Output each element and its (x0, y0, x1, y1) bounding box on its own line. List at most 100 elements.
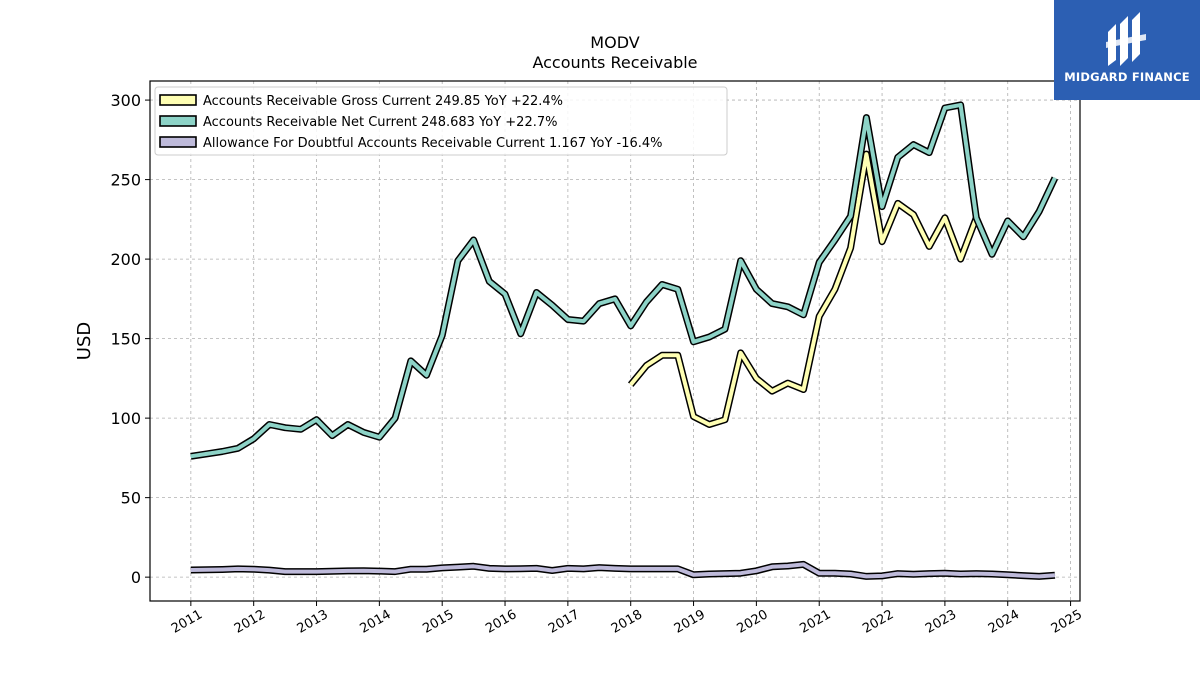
data-point (253, 568, 255, 570)
data-point (928, 245, 930, 247)
data-point (536, 292, 537, 293)
data-point (1007, 574, 1009, 576)
data-point (630, 325, 632, 327)
data-point (991, 573, 993, 575)
data-point (630, 568, 632, 570)
data-point (567, 567, 569, 569)
data-point (693, 574, 694, 576)
data-point (818, 572, 820, 574)
data-point (347, 570, 349, 572)
data-point (724, 328, 726, 330)
data-point (803, 563, 804, 565)
data-point (473, 565, 475, 567)
data-point (426, 374, 427, 376)
series-gross-current (627, 150, 980, 428)
data-point (331, 435, 333, 437)
x-tick-label: 2011 (169, 607, 205, 637)
data-point (881, 575, 883, 577)
data-point (206, 453, 208, 455)
data-point (331, 570, 333, 572)
legend-item-allowance-doubtful: Allowance For Doubtful Accounts Receivab… (159, 136, 663, 151)
x-tick-label: 2025 (1049, 607, 1085, 637)
legend-swatch (159, 94, 197, 106)
legend-item-gross-current: Accounts Receivable Gross Current 249.85… (159, 94, 563, 109)
data-point (708, 336, 710, 338)
data-point (237, 568, 239, 570)
data-point (284, 571, 286, 573)
y-tick-label: 50 (121, 489, 141, 508)
data-point (504, 293, 506, 295)
data-point (1022, 575, 1024, 577)
data-point (803, 389, 804, 390)
y-tick-label: 300 (110, 91, 141, 110)
series-line (190, 562, 1056, 579)
x-tick-label: 2014 (358, 607, 394, 637)
data-point (457, 566, 459, 568)
data-point (677, 288, 679, 290)
data-point (268, 569, 270, 571)
legend-label: Accounts Receivable Gross Current 249.85… (203, 94, 563, 109)
data-point (661, 284, 663, 285)
data-point (693, 341, 694, 343)
legend-swatch (159, 115, 197, 127)
data-point (724, 419, 726, 421)
legend-label: Accounts Receivable Net Current 248.683 … (203, 115, 558, 130)
data-point (913, 144, 914, 146)
data-point (944, 217, 946, 219)
data-point (771, 303, 773, 305)
data-point (975, 573, 977, 575)
data-point (316, 419, 317, 421)
data-point (928, 152, 930, 154)
series-line-outline (190, 101, 1059, 460)
y-tick-label: 0 (131, 568, 141, 587)
legend-box (154, 86, 728, 156)
data-point (897, 156, 899, 158)
midgard-finance-logo: MIDGARD FINANCE (1054, 0, 1200, 100)
data-point (426, 568, 427, 570)
data-point (300, 571, 302, 573)
data-point (850, 247, 852, 249)
data-point (347, 424, 349, 425)
data-point (488, 567, 490, 569)
data-point (410, 360, 412, 362)
chart-title: MODV (590, 33, 639, 52)
data-point (724, 573, 726, 575)
legend-label: Allowance For Doubtful Accounts Receivab… (203, 136, 663, 151)
series-line (190, 102, 1057, 459)
data-point (378, 570, 380, 572)
data-point (614, 298, 616, 300)
data-point (960, 104, 962, 106)
data-point (520, 568, 522, 570)
data-point (567, 319, 569, 320)
x-tick-label: 2016 (483, 607, 519, 637)
x-tick-label: 2018 (609, 607, 645, 637)
data-point (645, 365, 647, 367)
data-point (803, 314, 804, 316)
data-point (551, 304, 553, 306)
data-point (504, 568, 506, 570)
data-point (394, 417, 396, 419)
x-axis-ticks: 2011 2012 2013 2014 2015 2016 2017 2018 2019 2020… (169, 601, 1085, 637)
data-point (488, 280, 490, 282)
series-allowance-doubtful (190, 560, 1056, 580)
x-tick-label: 2012 (232, 607, 268, 637)
data-point (1054, 177, 1056, 179)
data-point (551, 570, 553, 571)
data-point (960, 573, 962, 575)
x-tick-label: 2013 (295, 607, 331, 637)
data-point (834, 572, 836, 574)
data-point (441, 334, 443, 336)
data-point (363, 431, 365, 433)
data-point (1022, 236, 1024, 238)
data-point (583, 320, 585, 322)
data-point (1038, 210, 1040, 212)
legend-swatch (159, 136, 197, 148)
legend-item-net-current: Accounts Receivable Net Current 248.683 … (159, 115, 558, 130)
legend: Accounts Receivable Gross Current 249.85… (154, 86, 728, 156)
data-point (693, 416, 694, 417)
data-point (928, 573, 930, 575)
data-point (677, 354, 679, 356)
data-point (740, 572, 742, 574)
data-point (787, 382, 789, 384)
plot-frame (149, 80, 1081, 602)
